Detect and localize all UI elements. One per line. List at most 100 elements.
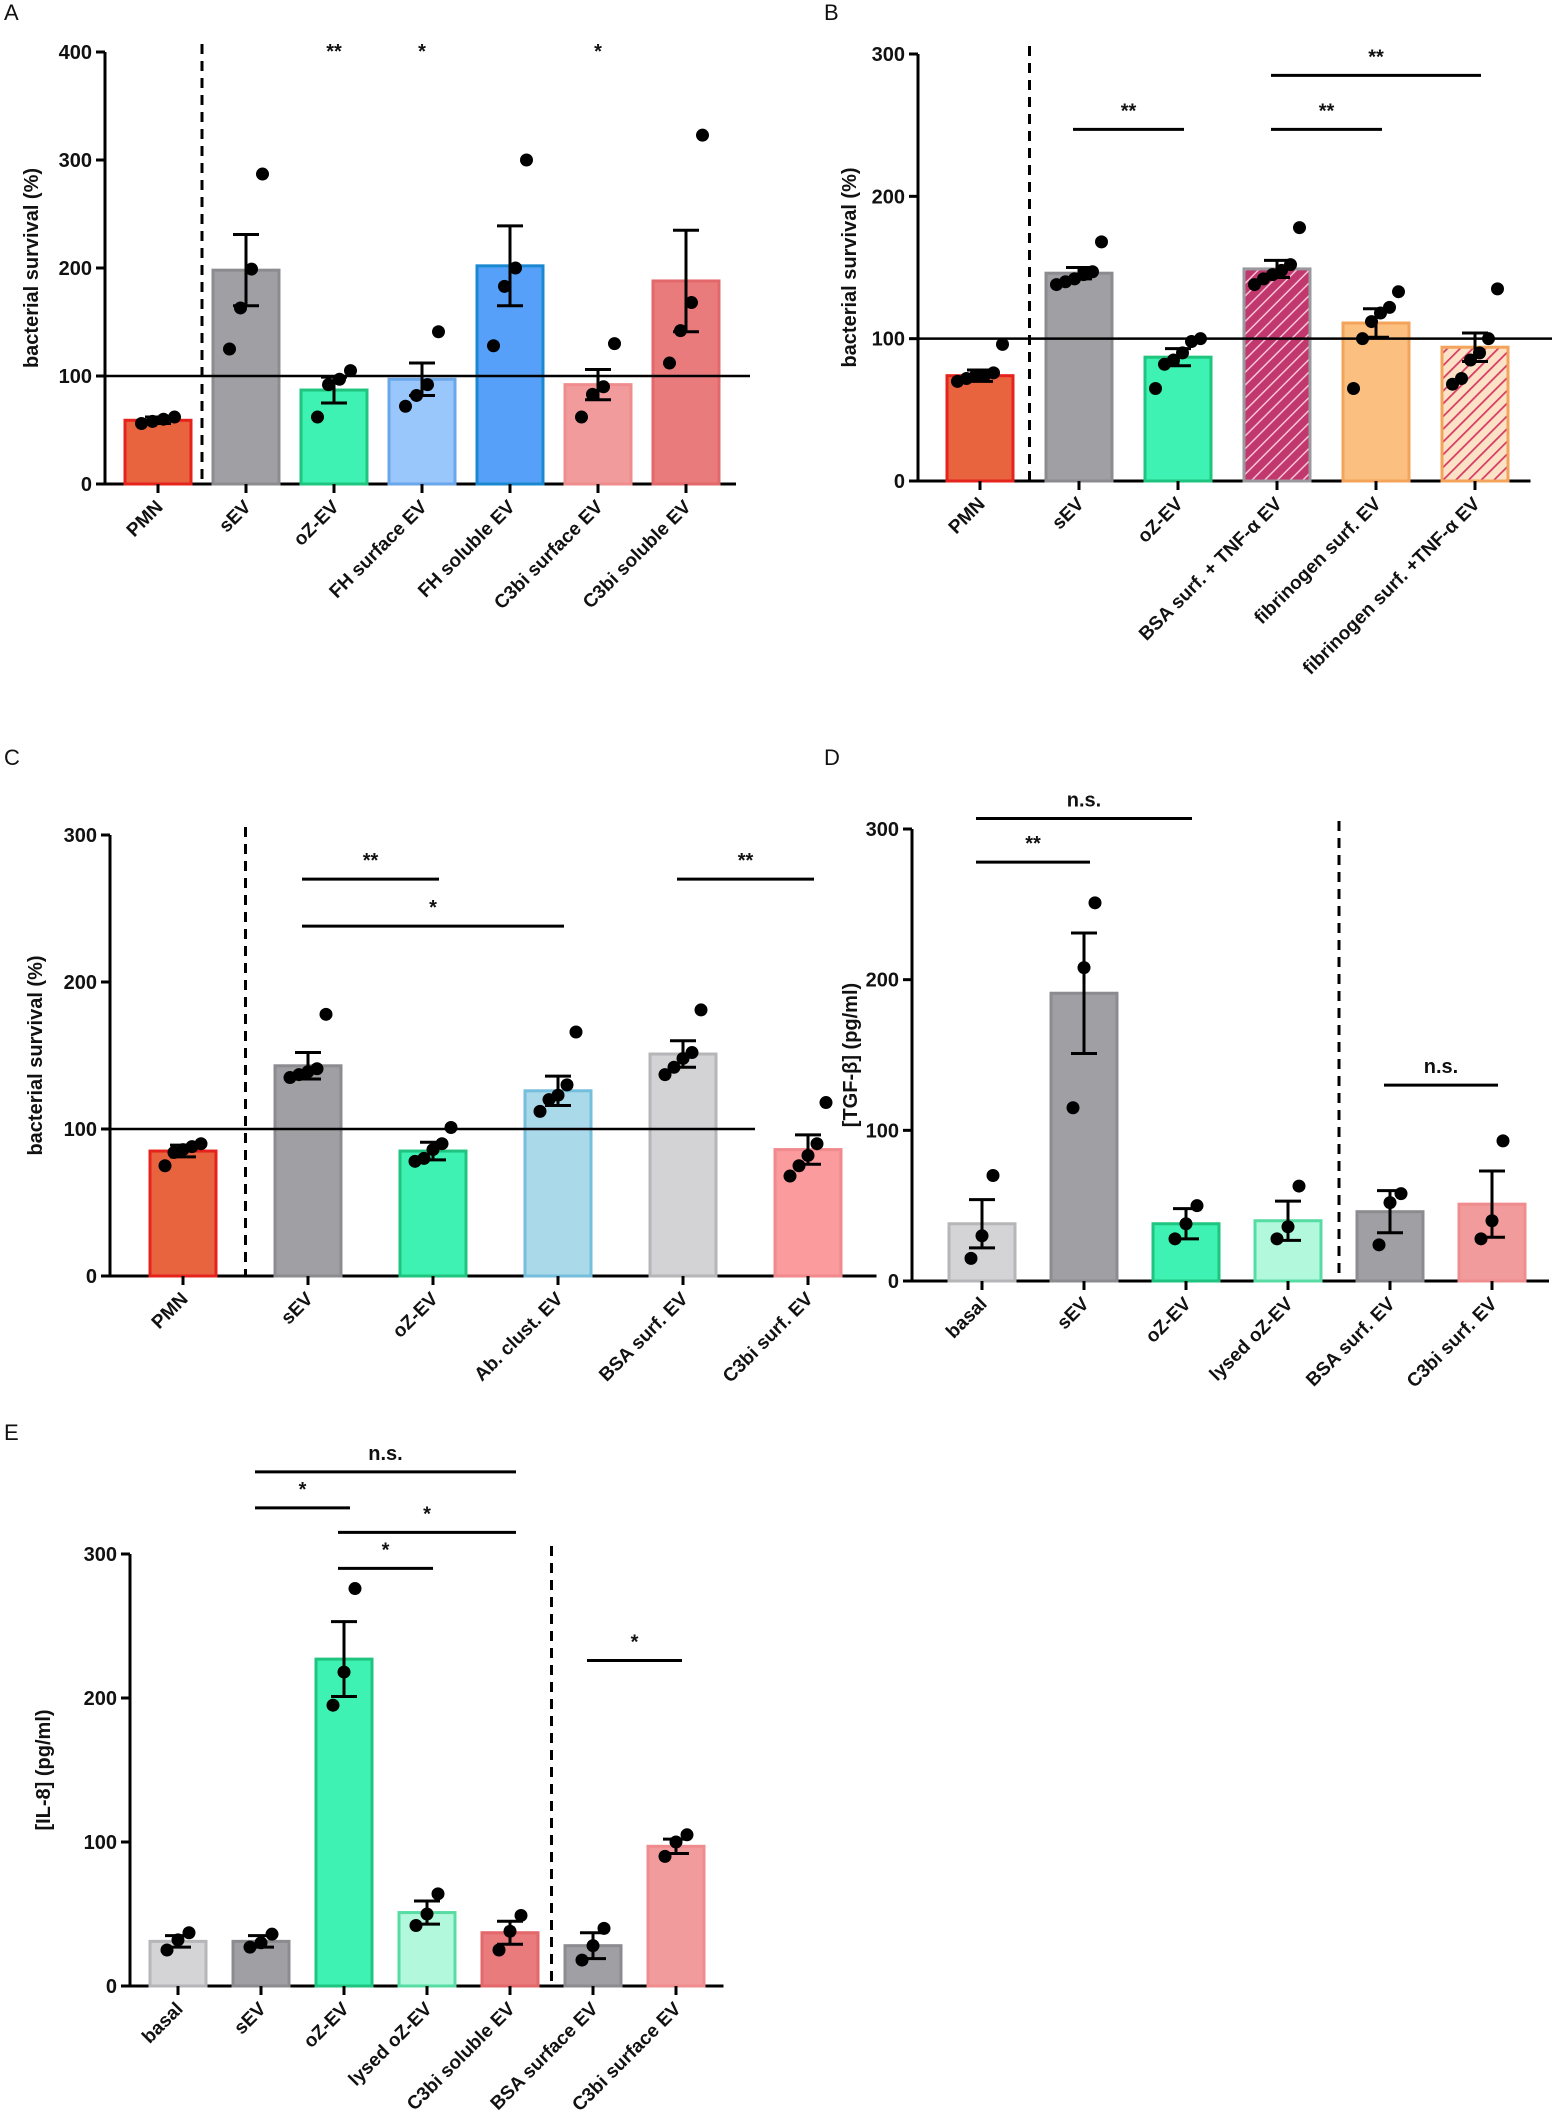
data-point bbox=[560, 1078, 574, 1092]
data-point bbox=[157, 412, 170, 426]
data-point bbox=[158, 1159, 172, 1173]
x-tick-label: oZ-EV bbox=[389, 1288, 443, 1342]
data-point bbox=[663, 356, 676, 370]
data-point bbox=[1383, 300, 1396, 314]
y-tick-label: 200 bbox=[866, 970, 899, 992]
data-point bbox=[431, 1887, 445, 1901]
data-point bbox=[146, 414, 159, 428]
data-point bbox=[1066, 1101, 1080, 1115]
data-point bbox=[1473, 346, 1486, 360]
data-point bbox=[503, 1924, 517, 1938]
data-point bbox=[1270, 1232, 1284, 1246]
data-point bbox=[586, 1939, 600, 1953]
data-point bbox=[135, 417, 148, 431]
bar bbox=[1341, 321, 1411, 483]
data-point bbox=[487, 339, 500, 353]
x-tick-label: fibrinogen surf. +TNF-α EV bbox=[1299, 493, 1485, 679]
y-tick-label: 300 bbox=[872, 44, 905, 66]
data-point bbox=[1464, 353, 1477, 367]
x-tick-label: lysed oZ-EV bbox=[1206, 1293, 1298, 1385]
significance-label: ** bbox=[363, 850, 379, 872]
y-tick-label: 200 bbox=[872, 186, 905, 208]
data-point bbox=[685, 296, 698, 310]
data-point bbox=[586, 387, 599, 401]
data-point bbox=[333, 372, 346, 386]
data-point bbox=[256, 167, 269, 181]
data-point bbox=[171, 1933, 185, 1947]
data-point bbox=[514, 1908, 528, 1922]
data-point bbox=[1167, 353, 1180, 367]
data-point bbox=[597, 1921, 611, 1935]
data-point bbox=[1179, 1217, 1193, 1231]
data-point bbox=[1491, 282, 1504, 296]
data-point bbox=[551, 1088, 565, 1102]
data-point bbox=[819, 1096, 833, 1110]
bar bbox=[398, 1149, 468, 1278]
y-axis-label: [TGF-β] (pg/ml) bbox=[840, 983, 862, 1127]
x-tick-label: sEV bbox=[1053, 1293, 1093, 1333]
data-point bbox=[1281, 1220, 1295, 1234]
data-point bbox=[311, 410, 324, 424]
data-point bbox=[409, 1919, 423, 1933]
x-tick-label: oZ-EV bbox=[1142, 1293, 1196, 1347]
data-point bbox=[987, 366, 1000, 380]
data-point bbox=[1496, 1134, 1510, 1148]
x-tick-label: oZ-EV bbox=[1134, 493, 1188, 547]
x-tick-label: PMN bbox=[945, 494, 990, 539]
x-tick-label: BSA surf. EV bbox=[1302, 1293, 1399, 1390]
data-point bbox=[608, 337, 621, 351]
data-point bbox=[348, 1582, 362, 1596]
data-point bbox=[1095, 235, 1108, 249]
bar bbox=[1440, 345, 1510, 483]
data-point bbox=[432, 325, 445, 339]
data-point bbox=[337, 1665, 351, 1679]
x-tick-label: basal bbox=[138, 1999, 187, 2048]
data-point bbox=[1293, 221, 1306, 235]
data-point bbox=[421, 378, 434, 392]
x-tick-label: C3bi surf. EV bbox=[1403, 1293, 1502, 1392]
data-point bbox=[310, 1062, 324, 1076]
data-point bbox=[685, 1046, 699, 1060]
y-tick-label: 0 bbox=[86, 1266, 97, 1288]
data-point bbox=[810, 1137, 824, 1151]
y-axis-label: [IL-8] (pg/ml) bbox=[33, 1709, 55, 1830]
significance-label: n.s. bbox=[368, 1443, 402, 1465]
significance-label: ** bbox=[1121, 100, 1137, 122]
panel-letter: D bbox=[824, 745, 840, 770]
significance-marker: * bbox=[594, 41, 602, 63]
significance-label: * bbox=[631, 1632, 639, 1654]
y-tick-label: 100 bbox=[872, 329, 905, 351]
y-tick-label: 0 bbox=[894, 471, 905, 493]
y-tick-label: 300 bbox=[64, 825, 97, 847]
data-point bbox=[1088, 896, 1102, 910]
data-point bbox=[696, 128, 709, 142]
data-point bbox=[1365, 315, 1378, 329]
bar bbox=[646, 1844, 706, 1988]
data-point bbox=[319, 1007, 333, 1021]
significance-label: ** bbox=[1368, 46, 1384, 68]
x-tick-label: basal bbox=[942, 1294, 991, 1343]
data-point bbox=[964, 1251, 978, 1265]
x-tick-label: sEV bbox=[230, 1998, 270, 2038]
data-point bbox=[674, 324, 687, 338]
data-point bbox=[420, 1907, 434, 1921]
data-point bbox=[168, 410, 181, 424]
bar bbox=[773, 1148, 843, 1278]
panel-e-chart: E [IL-8] (pg/ml) 0 100 200 300 basal sEV oZ-EVly… bbox=[4, 1420, 724, 2116]
data-point bbox=[1292, 1179, 1306, 1193]
x-tick-label: lysed oZ-EV bbox=[345, 1998, 437, 2090]
data-point bbox=[996, 337, 1009, 351]
data-point bbox=[1455, 372, 1468, 386]
data-point bbox=[444, 1121, 458, 1135]
data-point bbox=[975, 1229, 989, 1243]
y-tick-label: 100 bbox=[84, 1832, 117, 1854]
significance-marker: * bbox=[418, 41, 426, 63]
data-point bbox=[1086, 265, 1099, 279]
bar bbox=[1242, 267, 1312, 483]
panel-letter: A bbox=[4, 0, 19, 25]
data-point bbox=[1176, 346, 1189, 360]
bar bbox=[123, 418, 193, 486]
x-tick-label: sEV bbox=[277, 1288, 317, 1328]
data-point bbox=[658, 1068, 672, 1082]
